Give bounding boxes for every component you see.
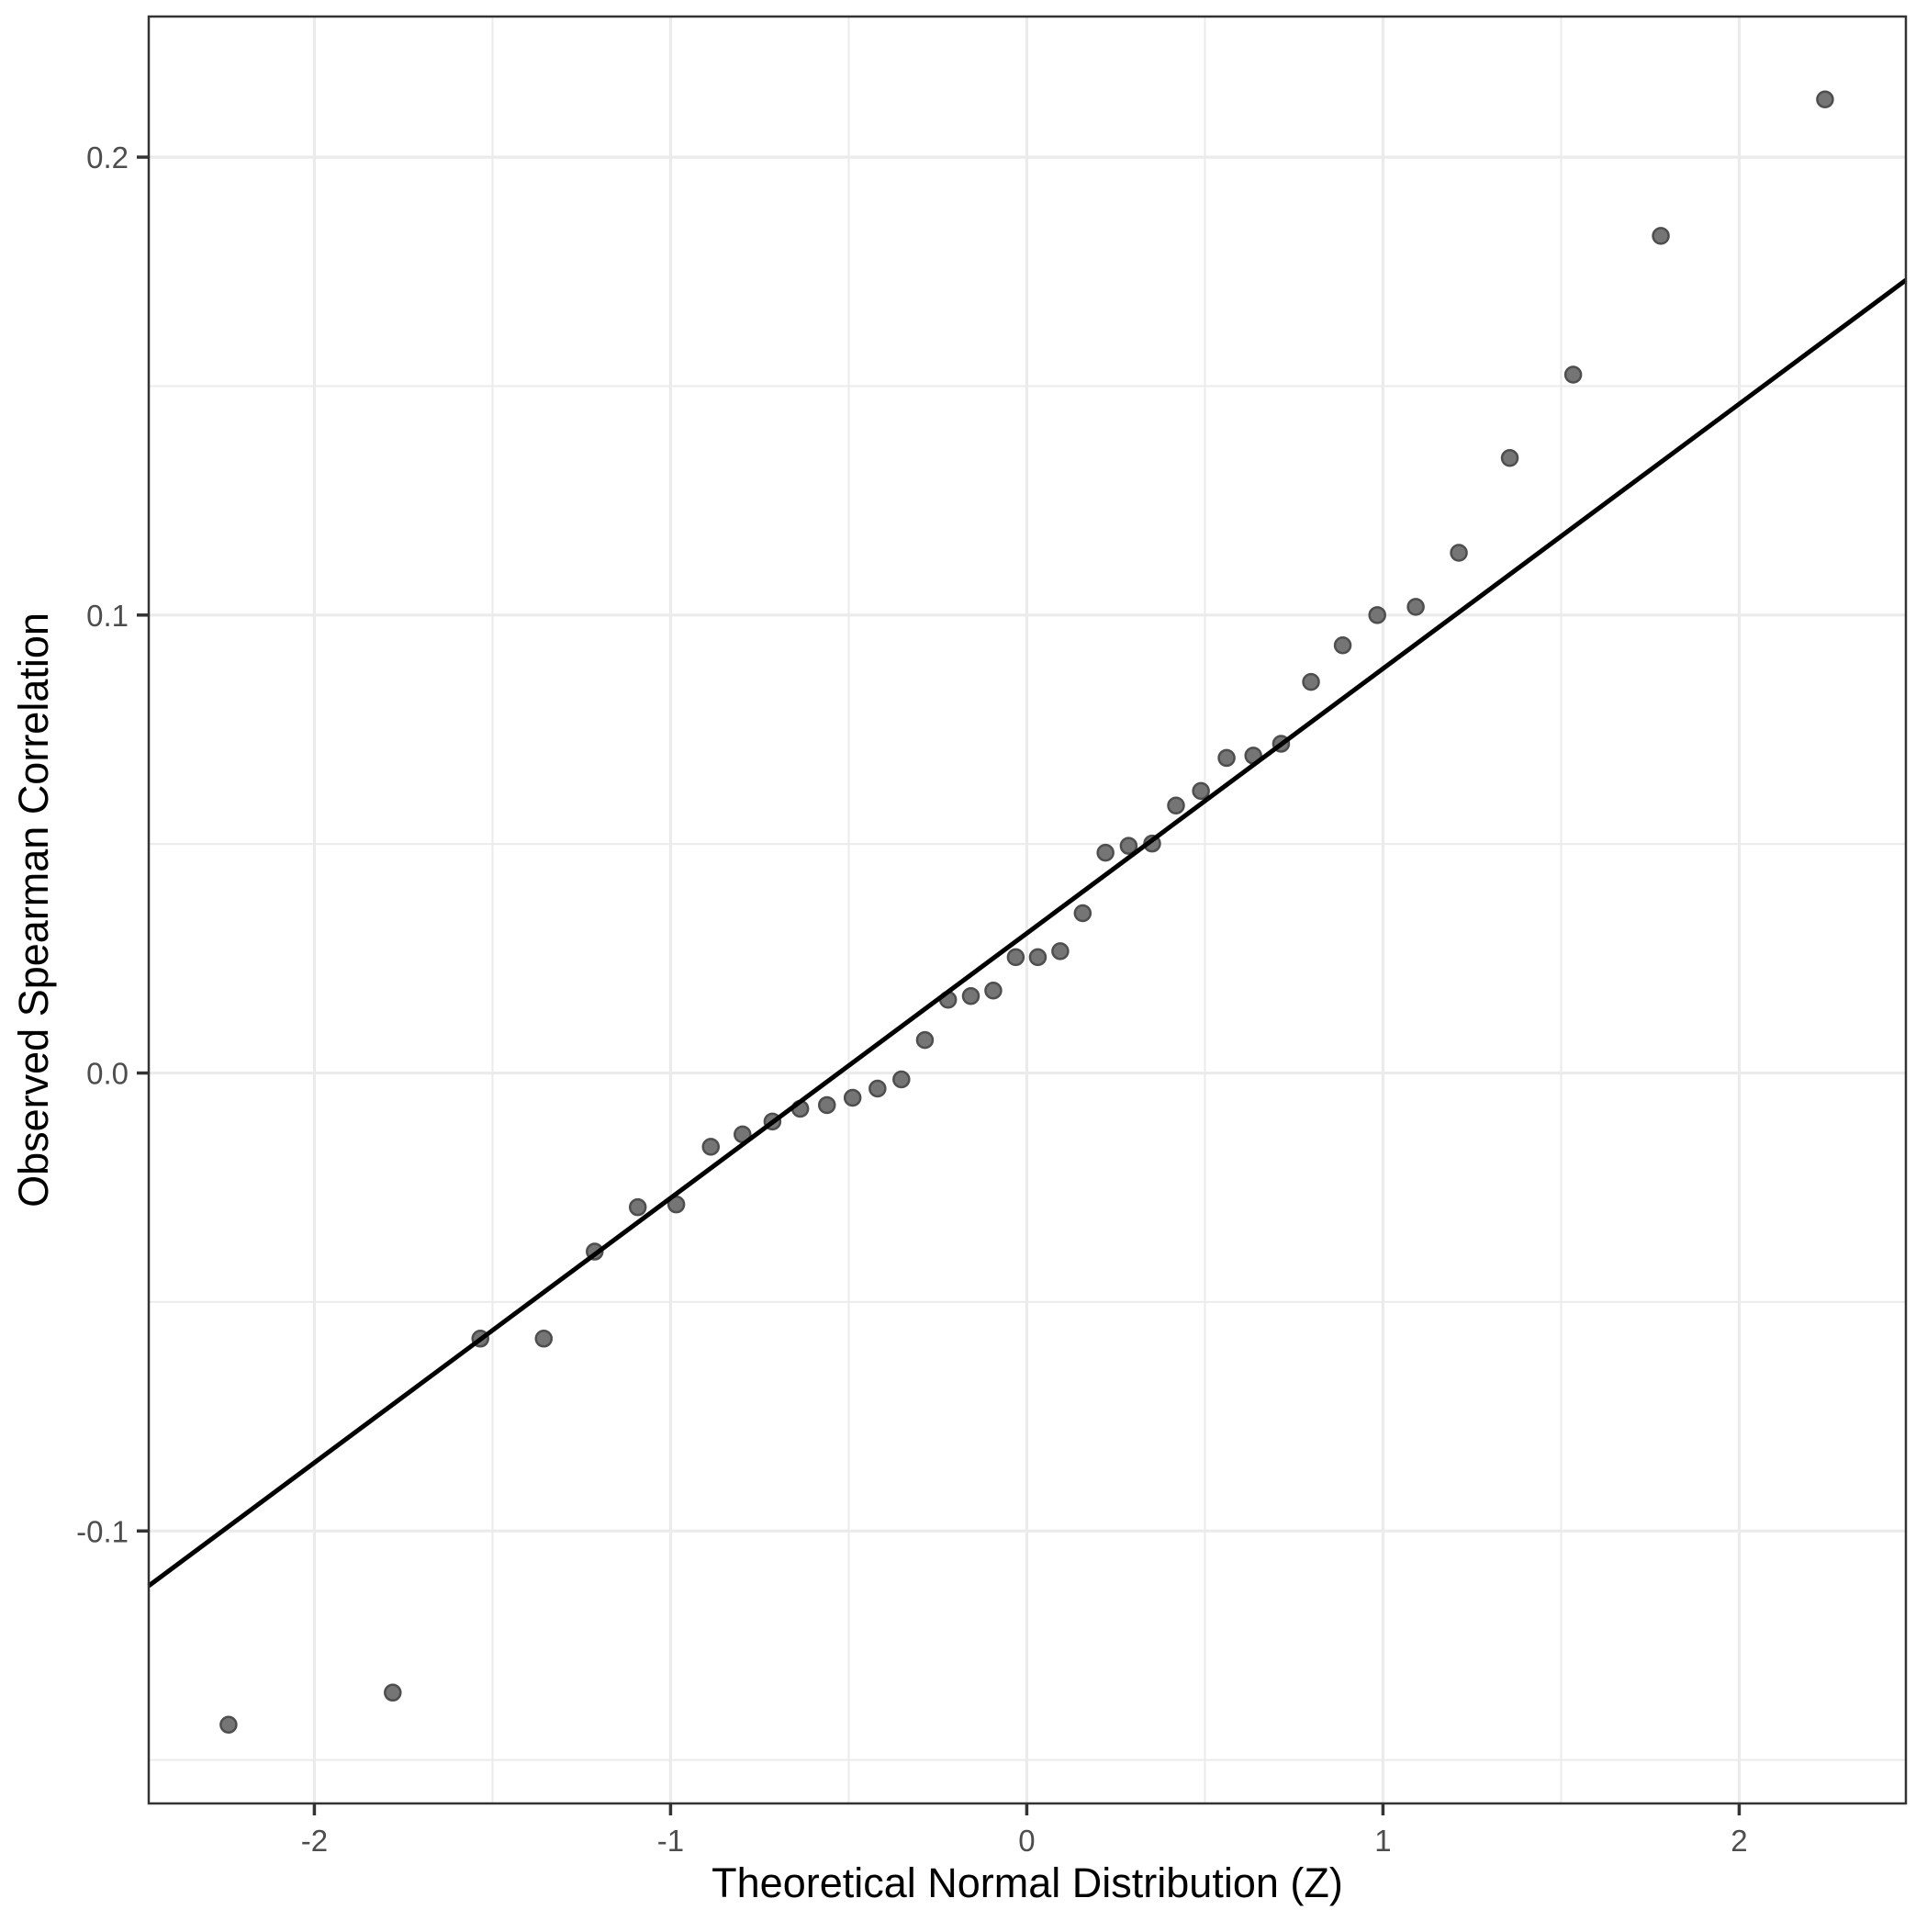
data-point: [628, 1197, 647, 1217]
x-axis-title: Theoretical Normal Distribution (Z): [711, 1859, 1343, 1906]
data-point: [1051, 942, 1070, 960]
data-point: [1368, 606, 1386, 624]
data-point: [961, 987, 980, 1005]
data-point: [701, 1138, 721, 1156]
data-point: [1500, 449, 1519, 467]
data-point: [1073, 904, 1092, 923]
reference-line-group: [147, 278, 1908, 1589]
data-point: [1816, 90, 1834, 109]
y-axis-title: Observed Spearman Correlation: [10, 612, 57, 1208]
data-point: [1119, 837, 1138, 855]
qq-reference-line: [147, 278, 1908, 1589]
major-gridlines: [149, 17, 1906, 1803]
data-point: [1302, 672, 1320, 691]
x-tick-label: 1: [1374, 1824, 1391, 1858]
data-point: [1192, 781, 1210, 801]
data-point: [534, 1330, 554, 1348]
data-point: [818, 1095, 836, 1115]
data-point: [384, 1683, 402, 1702]
axis-tick-marks: [137, 155, 1742, 1815]
data-point: [1006, 948, 1025, 967]
data-point: [219, 1715, 238, 1734]
x-tick-label: 2: [1731, 1824, 1747, 1858]
data-point: [915, 1030, 935, 1050]
data-point: [868, 1079, 887, 1098]
data-point: [1217, 748, 1236, 768]
data-point: [1563, 365, 1583, 384]
x-tick-label: -2: [301, 1824, 328, 1858]
data-point: [1028, 948, 1048, 967]
data-point: [843, 1088, 862, 1107]
data-point: [1406, 598, 1425, 616]
x-tick-label: 0: [1018, 1824, 1035, 1858]
x-tick-label: -1: [657, 1824, 684, 1858]
data-point: [1652, 227, 1670, 245]
data-points: [219, 90, 1834, 1734]
data-point: [1167, 796, 1185, 815]
y-tick-label: 0.0: [86, 1057, 129, 1091]
data-point: [1333, 635, 1352, 655]
y-tick-labels: -0.1 0.0 0.1 0.2: [76, 140, 129, 1548]
x-tick-labels: -2 -1 0 1 2: [301, 1824, 1748, 1858]
data-point: [984, 982, 1003, 1000]
y-tick-label: 0.1: [86, 599, 129, 633]
data-point: [892, 1070, 911, 1089]
data-point: [1096, 843, 1115, 862]
y-tick-label: -0.1: [76, 1514, 129, 1548]
y-tick-label: 0.2: [86, 140, 129, 174]
data-point: [1450, 544, 1468, 562]
